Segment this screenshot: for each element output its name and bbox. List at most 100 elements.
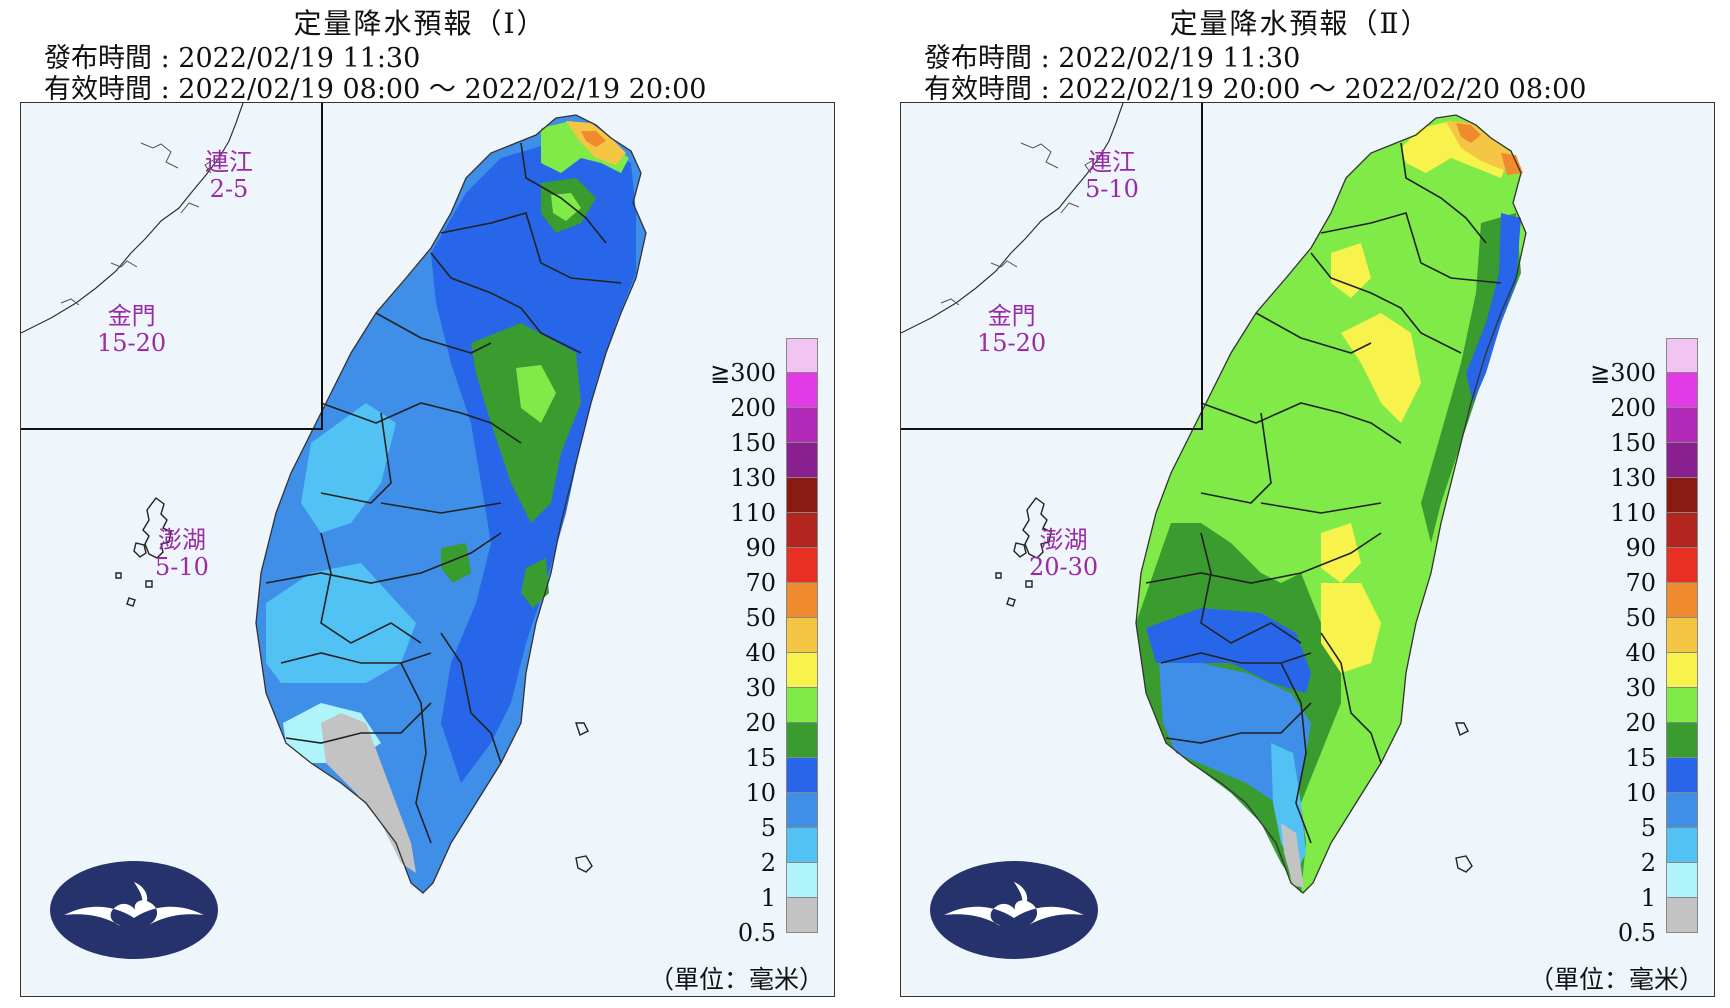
forecast-panel-1: 定量降水預報（Ⅰ） 發布時間 : 2022/02/19 11:30 有效時間 :…: [20, 7, 835, 997]
legend-tick-label: 40: [1625, 639, 1656, 667]
legend-swatch: [1666, 478, 1698, 513]
legend-tick-label: 20: [745, 709, 776, 737]
legend-swatch: [786, 408, 818, 443]
legend-tick-label: 10: [745, 779, 776, 807]
legend-tick-label: 90: [1625, 534, 1656, 562]
legend-swatch: [786, 583, 818, 618]
legend-swatch: [786, 688, 818, 723]
legend-tick-label: 20: [1625, 709, 1656, 737]
taiwan-rainfall-map: [21, 103, 647, 894]
legend-swatch: [1666, 688, 1698, 723]
legend-tick-label: 15: [745, 744, 776, 772]
legend-tick-label: 5: [760, 814, 776, 842]
legend-swatch: [786, 863, 818, 898]
legend-swatch: [1666, 408, 1698, 443]
legend-swatch: [786, 513, 818, 548]
kinmen-label: 金門 15-20: [977, 302, 1047, 357]
legend-swatch: [1666, 618, 1698, 653]
green-orchid-islands: [575, 722, 593, 873]
legend-swatch: [786, 338, 818, 373]
legend-swatch: [786, 478, 818, 513]
legend-swatch: [1666, 548, 1698, 583]
legend-tick-label: 2: [760, 849, 776, 877]
penghu-label: 澎湖 20-30: [1029, 526, 1099, 581]
panel-title: 定量降水預報（Ⅱ）: [1169, 7, 1431, 40]
penghu-label: 澎湖 5-10: [155, 526, 209, 581]
legend-tick-label: 2: [1640, 849, 1656, 877]
legend-swatch: [1666, 723, 1698, 758]
kinmen-label: 金門 15-20: [97, 302, 167, 357]
legend-tick-label: 40: [745, 639, 776, 667]
lienchiang-label: 連江 2-5: [205, 148, 253, 203]
legend-tick-label: 30: [745, 674, 776, 702]
legend-tick-label: 200: [1610, 394, 1656, 422]
legend-tick-label: 130: [1610, 464, 1656, 492]
rainfall-map: 連江 5-10 金門 15-20 澎湖 20-30 （單位：毫米） ≧300 20…: [900, 102, 1715, 997]
legend-tick-label: 150: [730, 429, 776, 457]
legend-swatch: [1666, 863, 1698, 898]
legend-tick-label: 200: [730, 394, 776, 422]
legend-swatch: [1666, 828, 1698, 863]
legend-swatch: [1666, 338, 1698, 373]
legend-tick-label: 110: [730, 499, 776, 527]
legend-tick-label: 30: [1625, 674, 1656, 702]
legend-swatch: [786, 618, 818, 653]
valid-time: 有效時間 : 2022/02/19 20:00 ～ 2022/02/20 08:…: [924, 74, 1587, 105]
legend-colorbar: [1666, 338, 1698, 933]
legend-tick-label: 70: [745, 569, 776, 597]
issued-time: 發布時間 : 2022/02/19 11:30: [44, 43, 421, 74]
offshore-inset: [901, 103, 1203, 430]
forecast-panel-2: 定量降水預報（Ⅱ） 發布時間 : 2022/02/19 11:30 有效時間 :…: [880, 0, 1730, 1008]
legend-swatch: [1666, 583, 1698, 618]
legend-tick-label: 1: [1640, 884, 1656, 912]
legend-swatch: [786, 793, 818, 828]
legend-tick-label: 130: [730, 464, 776, 492]
legend-swatch: [786, 723, 818, 758]
rainfall-map: 連江 2-5 金門 15-20 澎湖 5-10 （單位：毫米） ≧300 200 1…: [20, 102, 835, 997]
legend-swatch: [786, 898, 818, 933]
legend-swatch: [1666, 653, 1698, 688]
taiwan-rainfall-map: [901, 103, 1527, 894]
legend-tick-label: 90: [745, 534, 776, 562]
legend-swatch: [786, 373, 818, 408]
legend-tick-label: 70: [1625, 569, 1656, 597]
legend-swatch: [1666, 443, 1698, 478]
legend-tick-label: ≧300: [710, 359, 776, 387]
legend-swatch: [786, 548, 818, 583]
legend-colorbar: [786, 338, 818, 933]
offshore-inset: [21, 103, 323, 430]
penghu-islands: [995, 497, 1052, 607]
unit-label: （單位：毫米）: [1529, 965, 1705, 994]
legend-swatch: [1666, 373, 1698, 408]
taiwan-island: [1136, 115, 1526, 893]
legend-tick-label: 1: [760, 884, 776, 912]
taiwan-island: [256, 115, 646, 893]
panel-title: 定量降水預報（Ⅰ）: [293, 7, 547, 40]
legend-swatch: [1666, 793, 1698, 828]
legend-tick-label: 50: [745, 604, 776, 632]
legend-swatch: [786, 443, 818, 478]
green-orchid-islands: [1455, 722, 1473, 873]
cwb-cloud-logo-icon: [930, 861, 1098, 959]
county-boundaries: [265, 142, 622, 844]
county-boundaries: [1145, 142, 1502, 844]
legend-tick-label: 10: [1625, 779, 1656, 807]
legend-swatch: [1666, 898, 1698, 933]
legend-swatch: [786, 828, 818, 863]
legend-swatch: [786, 653, 818, 688]
unit-label: （單位：毫米）: [649, 965, 825, 994]
penghu-islands: [115, 497, 172, 607]
legend-tick-label: 0.5: [1617, 919, 1656, 947]
valid-time: 有效時間 : 2022/02/19 08:00 ～ 2022/02/19 20:…: [44, 74, 707, 105]
legend-swatch: [1666, 758, 1698, 793]
legend-tick-label: 50: [1625, 604, 1656, 632]
legend-tick-label: 150: [1610, 429, 1656, 457]
legend-tick-label: 0.5: [737, 919, 776, 947]
cwb-cloud-logo-icon: [50, 861, 218, 959]
legend-tick-label: 110: [1610, 499, 1656, 527]
legend-swatch: [1666, 513, 1698, 548]
legend-tick-label: ≧300: [1590, 359, 1656, 387]
legend-swatch: [786, 758, 818, 793]
lienchiang-label: 連江 5-10: [1085, 148, 1139, 203]
issued-time: 發布時間 : 2022/02/19 11:30: [924, 43, 1301, 74]
